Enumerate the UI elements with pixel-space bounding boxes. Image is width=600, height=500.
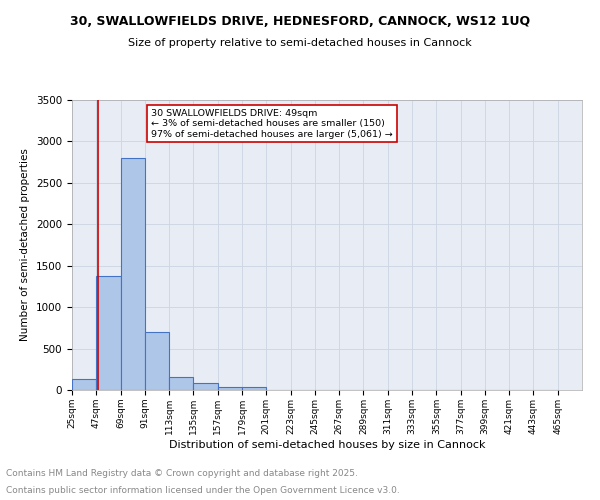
Text: 30, SWALLOWFIELDS DRIVE, HEDNESFORD, CANNOCK, WS12 1UQ: 30, SWALLOWFIELDS DRIVE, HEDNESFORD, CAN… [70, 15, 530, 28]
Bar [96, 276, 121, 390]
Bar [145, 332, 169, 390]
Text: 30 SWALLOWFIELDS DRIVE: 49sqm
← 3% of semi-detached houses are smaller (150)
97%: 30 SWALLOWFIELDS DRIVE: 49sqm ← 3% of se… [151, 108, 393, 138]
Bar [72, 379, 96, 390]
Bar [193, 383, 218, 390]
Bar [121, 158, 145, 390]
X-axis label: Distribution of semi-detached houses by size in Cannock: Distribution of semi-detached houses by … [169, 440, 485, 450]
Bar [169, 377, 193, 390]
Text: Contains public sector information licensed under the Open Government Licence v3: Contains public sector information licen… [6, 486, 400, 495]
Text: Contains HM Land Registry data © Crown copyright and database right 2025.: Contains HM Land Registry data © Crown c… [6, 468, 358, 477]
Text: Size of property relative to semi-detached houses in Cannock: Size of property relative to semi-detach… [128, 38, 472, 48]
Bar [218, 386, 242, 390]
Bar [242, 387, 266, 390]
Y-axis label: Number of semi-detached properties: Number of semi-detached properties [20, 148, 31, 342]
